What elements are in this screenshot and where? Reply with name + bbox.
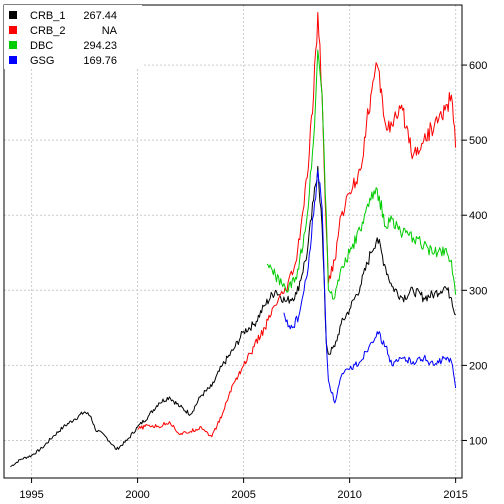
legend-swatch-crb-1 [9, 11, 17, 19]
y-tick-label: 200 [469, 360, 487, 372]
axes: 1995 2000 2005 2010 2015 100 200 300 400 500 600 [19, 60, 487, 501]
legend-background [4, 5, 142, 69]
legend-value-crb-1: 267.44 [83, 10, 117, 22]
series-line-crb-1 [10, 165, 456, 468]
legend-swatch-crb-2 [9, 26, 17, 34]
legend-swatch-gsg [9, 56, 17, 64]
series-lines [10, 12, 457, 468]
x-tick-label: 2005 [231, 489, 255, 501]
x-tick-label: 1995 [19, 489, 43, 501]
series-line-gsg [283, 169, 457, 404]
legend-value-crb-2: NA [102, 25, 118, 37]
legend-label-crb-1: CRB_1 [30, 10, 65, 22]
series-line-dbc [266, 49, 457, 300]
legend-value-dbc: 294.23 [83, 40, 117, 52]
plot-frame [3, 4, 463, 479]
legend: CRB_1 267.44 CRB_2 NA DBC 294.23 GSG 169.76 [4, 5, 142, 69]
y-tick-label: 600 [469, 60, 487, 72]
y-tick-label: 100 [469, 435, 487, 447]
legend-label-gsg: GSG [30, 55, 54, 67]
y-tick-label: 500 [469, 135, 487, 147]
y-tick-label: 300 [469, 285, 487, 297]
y-tick-label: 400 [469, 210, 487, 222]
x-tick-label: 2015 [443, 489, 467, 501]
legend-swatch-dbc [9, 41, 17, 49]
series-line-crb-2 [137, 12, 457, 438]
x-tick-label: 2010 [337, 489, 361, 501]
legend-label-crb-2: CRB_2 [30, 25, 65, 37]
legend-value-gsg: 169.76 [83, 55, 117, 67]
x-tick-label: 2000 [125, 489, 149, 501]
legend-label-dbc: DBC [30, 40, 53, 52]
